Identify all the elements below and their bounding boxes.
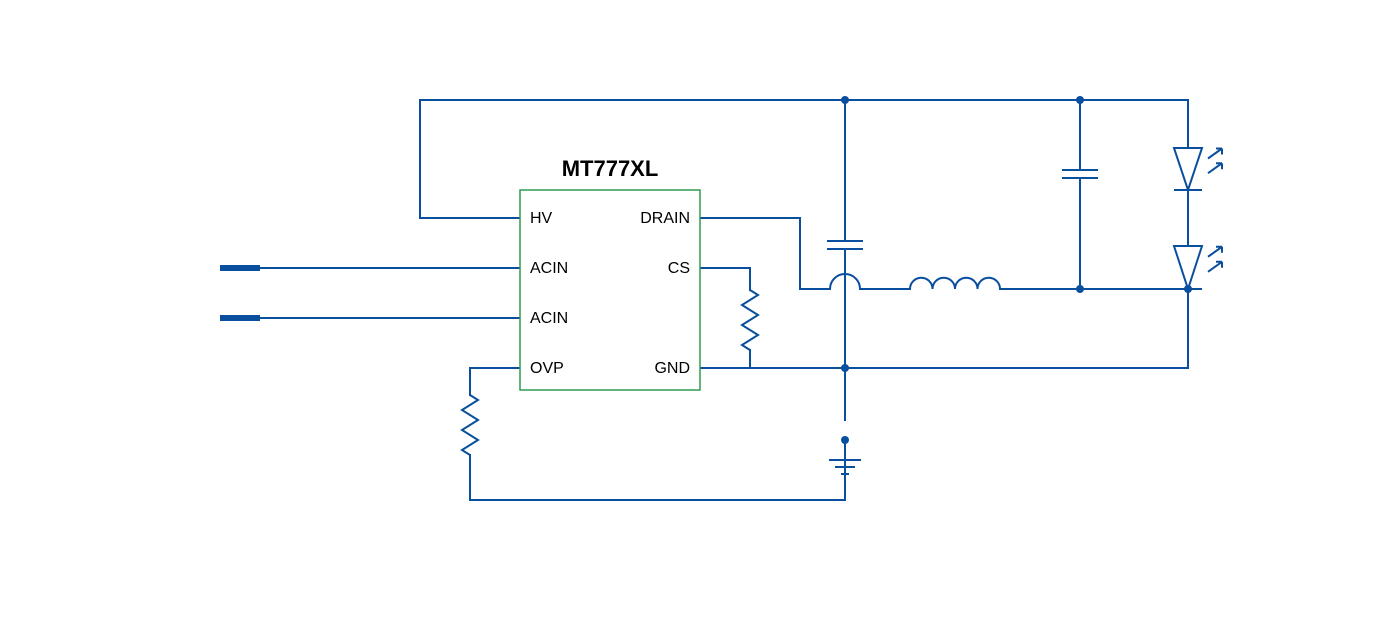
led-emission-arrow: [1208, 247, 1222, 257]
wire: [700, 218, 830, 289]
led-emission-arrow: [1208, 149, 1222, 159]
led-emission-arrow: [1208, 262, 1222, 272]
resistor: [462, 395, 478, 455]
pin-label-left: OVP: [530, 360, 564, 377]
wire: [470, 368, 520, 395]
led-diode: [1174, 246, 1202, 289]
pin-label-right: GND: [654, 360, 690, 377]
pin-label-left: HV: [530, 210, 553, 227]
wire: [470, 455, 845, 500]
node-dot: [841, 96, 849, 104]
node-dot: [841, 436, 849, 444]
chip-title: MT777XL: [562, 156, 659, 181]
node-dot: [841, 364, 849, 372]
wire: [845, 289, 1188, 368]
node-dot: [1076, 96, 1084, 104]
inductor: [910, 278, 1000, 289]
resistor: [742, 290, 758, 350]
pin-label-right: CS: [668, 260, 690, 277]
pin-label-left: ACIN: [530, 260, 568, 277]
node-dot: [1076, 285, 1084, 293]
led-emission-arrow: [1208, 163, 1222, 173]
pin-label-left: ACIN: [530, 310, 568, 327]
wire: [700, 268, 750, 290]
pin-label-right: DRAIN: [640, 210, 690, 227]
led-diode: [1174, 148, 1202, 190]
node-dot: [1184, 285, 1192, 293]
schematic-diagram: MT777XL HV ACIN ACIN OVP DRAIN CS GND: [0, 0, 1400, 636]
